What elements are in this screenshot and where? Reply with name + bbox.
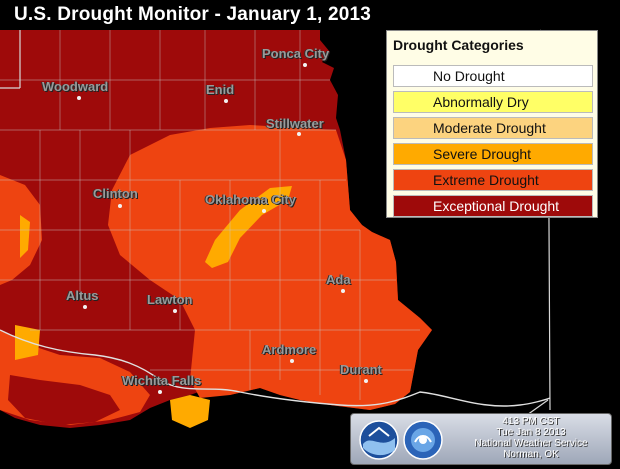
legend-swatch: [393, 195, 593, 217]
legend-label: Moderate Drought: [433, 120, 546, 136]
severe-drought-southwest-edge: [15, 325, 40, 360]
county-lines: [0, 30, 420, 400]
legend-swatch: [393, 91, 593, 113]
legend-item-abnormally-dry: Abnormally Dry: [393, 91, 593, 113]
city-dot-ardmore: [290, 359, 294, 363]
red-river: [0, 329, 551, 407]
city-label-enid: Enid: [206, 82, 235, 97]
city-label-oklahoma-city: Oklahoma City: [205, 192, 297, 207]
legend-title: Drought Categories: [393, 37, 524, 53]
city-dot-wichita-falls: [158, 390, 162, 394]
city-label-clinton: Clinton: [93, 186, 138, 201]
city-label-stillwater: Stillwater: [266, 116, 324, 131]
legend-label: Abnormally Dry: [433, 94, 529, 110]
severe-drought-south: [170, 395, 210, 428]
credit-office: National Weather Service: [474, 438, 588, 449]
legend-item-no-drought: No Drought: [393, 65, 593, 87]
city-dot-stillwater: [297, 132, 301, 136]
legend-label: Extreme Drought: [433, 172, 539, 188]
legend-label: No Drought: [433, 68, 505, 84]
nws-credit-text: 413 PM CST Tue Jan 8 2013 National Weath…: [451, 416, 611, 460]
city-label-woodward: Woodward: [42, 79, 109, 94]
legend-swatch: [393, 117, 593, 139]
city-dot-clinton: [118, 204, 122, 208]
map-title: U.S. Drought Monitor - January 1, 2013: [14, 4, 372, 25]
legend-swatch: [393, 65, 593, 87]
legend-label: Severe Drought: [433, 146, 532, 162]
noaa-logo-icon: [359, 420, 399, 460]
severe-drought-okc: [205, 186, 292, 268]
extreme-drought-area: [108, 125, 432, 410]
city-label-wichita-falls: Wichita Falls: [122, 373, 202, 388]
legend-item-moderate-drought: Moderate Drought: [393, 117, 593, 139]
city-dot-ada: [341, 289, 345, 293]
city-dot-lawton: [173, 309, 177, 313]
city-dot-durant: [364, 379, 368, 383]
city-label-ada: Ada: [326, 272, 351, 287]
drought-legend: Drought Categories No Drought Abnormally…: [386, 30, 598, 218]
legend-label: Exceptional Drought: [433, 198, 560, 214]
legend-item-exceptional-drought: Exceptional Drought: [393, 195, 593, 217]
legend-swatch: [393, 169, 593, 191]
city-label-lawton: Lawton: [147, 292, 193, 307]
credit-time: 413 PM CST: [502, 416, 560, 427]
city-dot-oklahoma-city: [262, 209, 266, 213]
city-dot-altus: [83, 305, 87, 309]
legend-item-severe-drought: Severe Drought: [393, 143, 593, 165]
city-dot-enid: [224, 99, 228, 103]
city-label-altus: Altus: [66, 288, 99, 303]
nws-credit-box: 413 PM CST Tue Jan 8 2013 National Weath…: [350, 413, 612, 465]
severe-drought-west-edge: [20, 215, 30, 258]
legend-swatch: [393, 143, 593, 165]
legend-item-extreme-drought: Extreme Drought: [393, 169, 593, 191]
city-label-ardmore: Ardmore: [262, 342, 317, 357]
city-label-durant: Durant: [340, 362, 382, 377]
city-dot-woodward: [77, 96, 81, 100]
city-dot-ponca-city: [303, 63, 307, 67]
exceptional-pocket-southwest: [8, 375, 120, 425]
credit-date: Tue Jan 8 2013: [496, 427, 566, 438]
city-label-ponca-city: Ponca City: [262, 46, 330, 61]
nws-logo-icon: [403, 420, 443, 460]
credit-location: Norman, OK: [503, 449, 559, 460]
